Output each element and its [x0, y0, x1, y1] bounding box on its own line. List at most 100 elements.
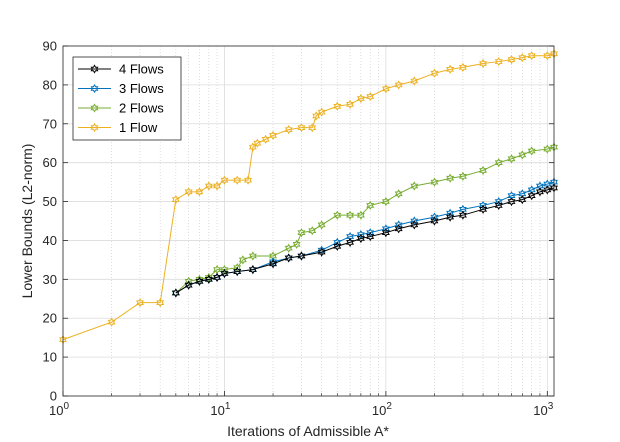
legend-item: 2 Flows — [78, 101, 164, 116]
data-point — [394, 189, 403, 199]
series-layer — [59, 49, 558, 345]
data-point — [494, 200, 503, 211]
data-point — [204, 274, 213, 284]
data-point — [297, 228, 306, 238]
legend-item: 3 Flows — [78, 81, 164, 96]
data-point — [233, 175, 242, 185]
data-point — [213, 181, 222, 191]
data-point — [269, 130, 278, 141]
data-point — [527, 51, 536, 61]
data-point — [543, 185, 552, 195]
data-point — [458, 171, 467, 181]
data-point — [458, 204, 467, 214]
data-point — [410, 220, 419, 230]
data-point — [527, 185, 536, 195]
data-point — [507, 196, 516, 207]
x-tick-label: 103 — [533, 401, 553, 418]
data-point — [446, 173, 455, 183]
x-tick-label: 102 — [372, 401, 392, 418]
data-point — [333, 101, 342, 111]
data-point — [543, 51, 552, 61]
data-point — [297, 123, 306, 133]
legend-item: 4 Flows — [78, 62, 164, 77]
y-tick-label: 70 — [43, 116, 57, 131]
data-point — [410, 76, 419, 86]
data-point — [284, 125, 293, 135]
data-point — [204, 181, 213, 191]
legend: 4 Flows 3 Flows 2 Flows 1 Flow — [72, 56, 182, 141]
data-point — [366, 231, 375, 242]
data-point — [381, 228, 390, 238]
y-tick-label: 80 — [43, 77, 57, 92]
data-point — [284, 253, 293, 263]
data-point — [479, 58, 488, 69]
legend-label: 2 Flows — [119, 101, 164, 116]
data-point — [356, 210, 365, 220]
data-point — [518, 53, 527, 63]
plot-frame — [62, 45, 555, 397]
data-point — [136, 298, 145, 308]
y-tick-label: 0 — [50, 389, 57, 404]
data-point — [156, 298, 165, 308]
data-point — [381, 84, 390, 94]
data-point — [527, 146, 536, 156]
data-point — [356, 233, 365, 244]
data-point — [494, 158, 503, 168]
data-point — [317, 245, 326, 255]
data-point — [233, 266, 242, 277]
legend-marker — [90, 122, 99, 133]
y-tick-label: 20 — [43, 311, 57, 326]
data-point — [238, 255, 247, 265]
data-point — [195, 187, 204, 197]
y-tick-label: 40 — [43, 233, 57, 248]
data-point — [430, 216, 439, 226]
data-point — [195, 274, 204, 284]
legend-label: 4 Flows — [119, 62, 164, 77]
data-point — [220, 268, 229, 279]
axis-ticks — [62, 45, 554, 397]
data-point — [308, 226, 317, 236]
data-point — [346, 231, 355, 242]
data-point — [458, 62, 467, 72]
data-point — [317, 220, 326, 230]
y-tick-label: 10 — [43, 350, 57, 365]
data-point — [195, 276, 204, 286]
data-point — [381, 196, 390, 207]
data-point — [394, 80, 403, 90]
data-point — [171, 195, 180, 205]
data-point — [518, 195, 527, 205]
data-point — [308, 123, 317, 133]
data-point — [494, 56, 503, 67]
data-point — [527, 191, 536, 201]
data-point — [297, 251, 306, 261]
data-point — [518, 189, 527, 199]
data-point — [430, 177, 439, 187]
data-point — [458, 210, 467, 220]
legend-marker — [90, 64, 99, 74]
series-4-flows — [171, 183, 558, 298]
data-point — [543, 179, 552, 189]
y-tick-label: 60 — [43, 155, 57, 170]
y-tick-label: 30 — [43, 272, 57, 287]
data-point — [479, 165, 488, 176]
data-point — [248, 265, 257, 275]
data-point — [446, 64, 455, 74]
legend-label: 1 Flow — [119, 120, 158, 135]
data-point — [248, 251, 257, 261]
data-point — [213, 272, 222, 282]
data-point — [366, 200, 375, 211]
data-point — [333, 241, 342, 251]
data-point — [317, 247, 326, 257]
data-point — [184, 280, 193, 290]
series-line — [62, 53, 555, 341]
data-point — [446, 212, 455, 222]
data-point — [346, 99, 355, 109]
data-point — [253, 138, 262, 148]
data-point — [261, 134, 270, 144]
data-point — [518, 150, 527, 160]
x-tick-label: 100 — [49, 401, 69, 418]
data-point — [394, 224, 403, 234]
y-axis-title: Lower Bounds (L2-norm) — [19, 144, 35, 299]
legend-marker — [90, 103, 99, 113]
data-point — [507, 55, 516, 65]
